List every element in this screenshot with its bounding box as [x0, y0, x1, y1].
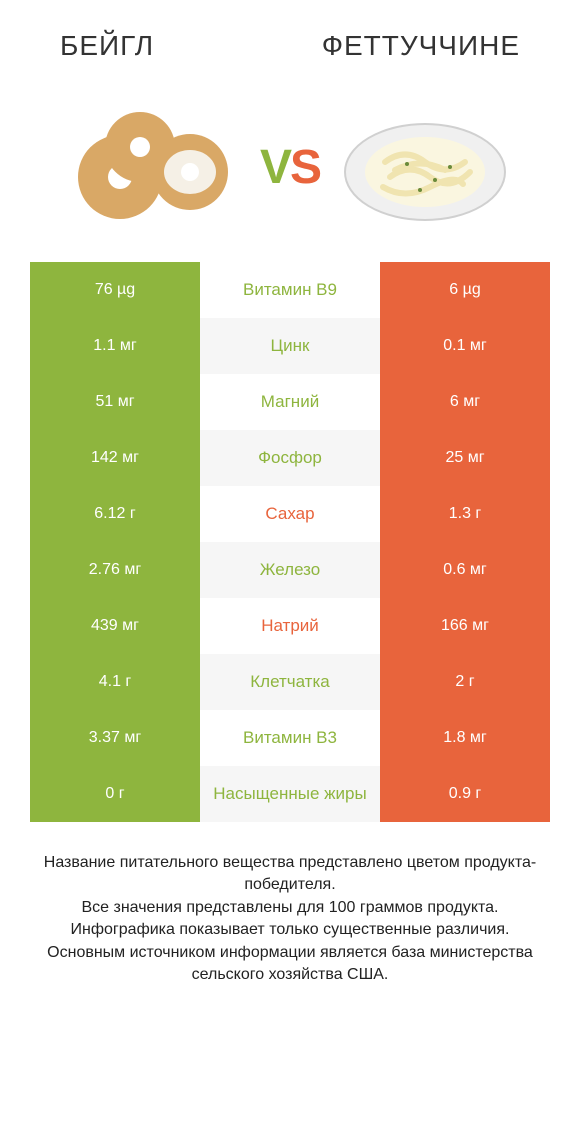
left-value: 142 мг — [30, 430, 200, 486]
left-value: 2.76 мг — [30, 542, 200, 598]
nutrient-label: Натрий — [200, 598, 380, 654]
vs-label: VS — [260, 140, 320, 195]
nutrient-label: Насыщенные жиры — [200, 766, 380, 822]
nutrient-label: Сахар — [200, 486, 380, 542]
table-row: 76 µgВитамин B96 µg — [30, 262, 550, 318]
footer-line-3: Инфографика показывает только существенн… — [30, 919, 550, 941]
nutrition-table: 76 µgВитамин B96 µg1.1 мгЦинк0.1 мг51 мг… — [0, 262, 580, 822]
left-value: 439 мг — [30, 598, 200, 654]
right-value: 6 мг — [380, 374, 550, 430]
table-row: 439 мгНатрий166 мг — [30, 598, 550, 654]
nutrient-label: Магний — [200, 374, 380, 430]
right-value: 1.8 мг — [380, 710, 550, 766]
bagel-image — [65, 102, 245, 232]
table-row: 1.1 мгЦинк0.1 мг — [30, 318, 550, 374]
right-value: 1.3 г — [380, 486, 550, 542]
nutrient-label: Фосфор — [200, 430, 380, 486]
left-value: 3.37 мг — [30, 710, 200, 766]
table-row: 0 гНасыщенные жиры0.9 г — [30, 766, 550, 822]
nutrient-label: Цинк — [200, 318, 380, 374]
header: БЕЙГЛ ФЕТТУЧЧИНЕ — [0, 0, 580, 82]
right-value: 0.9 г — [380, 766, 550, 822]
vs-s: S — [290, 141, 320, 194]
fettuccine-image — [335, 102, 515, 232]
nutrient-label: Витамин B3 — [200, 710, 380, 766]
right-food-title: ФЕТТУЧЧИНЕ — [322, 30, 520, 62]
footer-notes: Название питательного вещества представл… — [0, 822, 580, 1006]
left-value: 1.1 мг — [30, 318, 200, 374]
right-value: 166 мг — [380, 598, 550, 654]
left-value: 0 г — [30, 766, 200, 822]
table-row: 142 мгФосфор25 мг — [30, 430, 550, 486]
right-value: 6 µg — [380, 262, 550, 318]
table-row: 3.37 мгВитамин B31.8 мг — [30, 710, 550, 766]
right-value: 0.1 мг — [380, 318, 550, 374]
left-value: 4.1 г — [30, 654, 200, 710]
table-row: 4.1 гКлетчатка2 г — [30, 654, 550, 710]
infographic-container: БЕЙГЛ ФЕТТУЧЧИНЕ VS — [0, 0, 580, 1144]
table-row: 51 мгМагний6 мг — [30, 374, 550, 430]
left-food-title: БЕЙГЛ — [60, 30, 154, 62]
right-value: 0.6 мг — [380, 542, 550, 598]
nutrient-label: Витамин B9 — [200, 262, 380, 318]
right-value: 25 мг — [380, 430, 550, 486]
left-value: 76 µg — [30, 262, 200, 318]
vs-v: V — [260, 141, 290, 194]
table-row: 2.76 мгЖелезо0.6 мг — [30, 542, 550, 598]
footer-line-4: Основным источником информации является … — [30, 942, 550, 987]
footer-line-2: Все значения представлены для 100 граммо… — [30, 897, 550, 919]
left-value: 51 мг — [30, 374, 200, 430]
left-value: 6.12 г — [30, 486, 200, 542]
footer-line-1: Название питательного вещества представл… — [30, 852, 550, 897]
images-row: VS — [0, 82, 580, 262]
nutrient-label: Клетчатка — [200, 654, 380, 710]
nutrient-label: Железо — [200, 542, 380, 598]
table-row: 6.12 гСахар1.3 г — [30, 486, 550, 542]
right-value: 2 г — [380, 654, 550, 710]
